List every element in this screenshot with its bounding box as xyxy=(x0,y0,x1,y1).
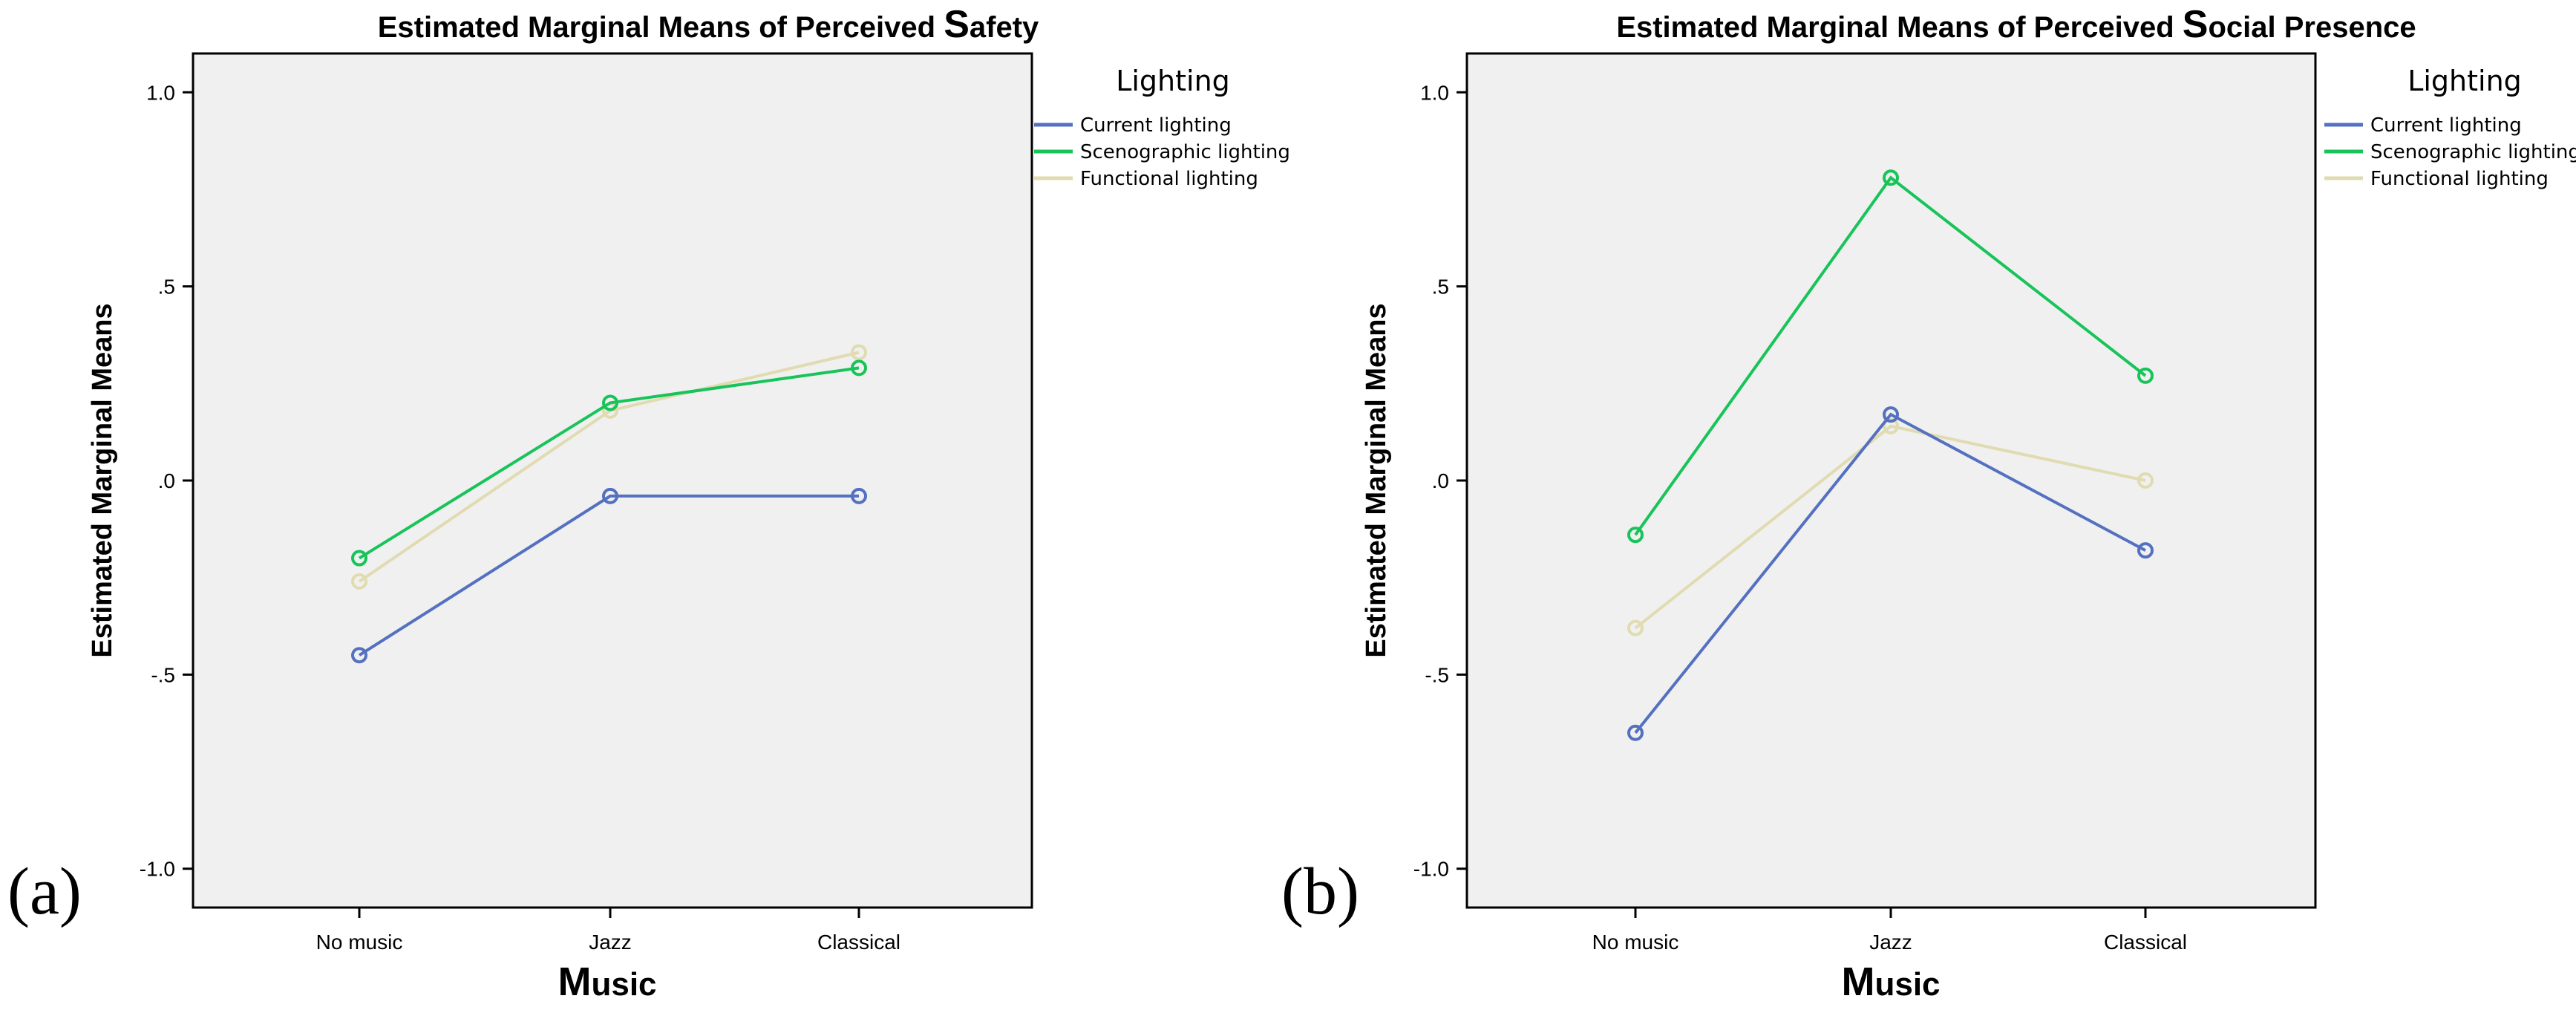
y-axis: 1.0 .5 .0 -.5 -1.0 xyxy=(140,81,193,881)
x-tick-label: Jazz xyxy=(589,931,632,954)
x-tick-label: Classical xyxy=(2104,931,2187,954)
y-tick-label: 1.0 xyxy=(1420,81,1449,104)
data-point xyxy=(851,487,867,504)
x-tick-label: Classical xyxy=(817,931,900,954)
data-point xyxy=(1627,527,1644,544)
legend-title: Lighting xyxy=(2407,65,2522,97)
legend: Lighting Current lighting Scenographic li… xyxy=(1034,65,1290,190)
data-point xyxy=(602,487,618,504)
x-tick-label: No music xyxy=(316,931,403,954)
data-point xyxy=(2137,367,2154,384)
panel-label: (b) xyxy=(1281,855,1359,928)
y-tick-label: .0 xyxy=(1432,469,1449,492)
panel-b: Estimated Marginal Means of Perceived So… xyxy=(1281,3,2576,1004)
y-axis-label: Estimated Marginal Means xyxy=(1361,303,1392,657)
y-tick-label: -1.0 xyxy=(140,858,175,881)
y-tick-label: .5 xyxy=(1432,276,1449,299)
data-point xyxy=(1627,619,1644,636)
x-tick-label: No music xyxy=(1592,931,1679,954)
data-point xyxy=(602,394,618,411)
series-layer xyxy=(1627,169,2154,741)
y-tick-label: -.5 xyxy=(151,663,175,686)
legend-item: Scenographic lighting xyxy=(2370,141,2576,163)
y-tick-label: .0 xyxy=(158,469,175,492)
series-line xyxy=(1634,175,2147,536)
panel-a: Estimated Marginal Means of Perceived Sa… xyxy=(7,3,1290,1004)
data-point xyxy=(1883,169,1899,186)
series-line xyxy=(358,366,860,560)
data-point xyxy=(1627,724,1644,741)
series-layer xyxy=(351,344,867,664)
x-axis: No music Jazz Classical xyxy=(316,908,900,954)
data-point xyxy=(351,647,367,664)
data-point xyxy=(851,344,867,361)
plot-area xyxy=(192,52,1033,909)
data-point xyxy=(351,550,367,567)
y-tick-label: -.5 xyxy=(1425,663,1449,686)
chart-title: Estimated Marginal Means of Perceived So… xyxy=(1616,3,2416,46)
panel-label: (a) xyxy=(7,855,82,928)
legend-item: Current lighting xyxy=(2370,114,2522,137)
data-point xyxy=(2137,472,2154,489)
legend: Lighting Current lighting Scenographic li… xyxy=(2324,65,2576,190)
x-tick-label: Jazz xyxy=(1869,931,1912,954)
legend-item: Functional lighting xyxy=(2370,168,2549,190)
y-tick-label: .5 xyxy=(158,276,175,299)
legend-item: Scenographic lighting xyxy=(1080,141,1290,163)
y-tick-label: -1.0 xyxy=(1413,858,1449,881)
y-axis-label: Estimated Marginal Means xyxy=(87,303,118,657)
plot-area xyxy=(1465,52,2317,909)
x-axis: No music Jazz Classical xyxy=(1592,908,2187,954)
data-point xyxy=(851,359,867,377)
legend-title: Lighting xyxy=(1116,65,1230,97)
series-line xyxy=(1634,412,2146,734)
series-line xyxy=(1634,424,2146,630)
legend-item: Current lighting xyxy=(1080,114,1232,137)
data-point xyxy=(351,573,367,590)
x-axis-label: Music xyxy=(1841,960,1940,1004)
chart-title: Estimated Marginal Means of Perceived Sa… xyxy=(378,3,1039,46)
series-line xyxy=(358,494,859,657)
y-axis: 1.0 .5 .0 -.5 -1.0 xyxy=(1413,81,1467,881)
x-axis-label: Music xyxy=(558,960,656,1004)
data-point xyxy=(2137,542,2154,559)
legend-item: Functional lighting xyxy=(1080,168,1258,190)
y-tick-label: 1.0 xyxy=(146,81,175,104)
data-point xyxy=(1883,406,1899,423)
data-point xyxy=(1883,417,1899,434)
